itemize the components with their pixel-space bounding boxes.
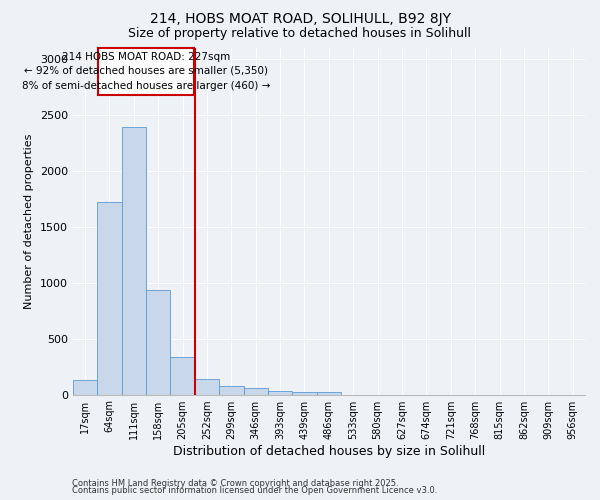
Bar [219,386,244,394]
Text: 214, HOBS MOAT ROAD, SOLIHULL, B92 8JY: 214, HOBS MOAT ROAD, SOLIHULL, B92 8JY [149,12,451,26]
Text: 8% of semi-detached houses are larger (460) →: 8% of semi-detached houses are larger (4… [22,81,270,91]
Bar [73,380,97,394]
Text: Size of property relative to detached houses in Solihull: Size of property relative to detached ho… [128,28,472,40]
Y-axis label: Number of detached properties: Number of detached properties [24,134,34,308]
Bar [268,390,292,394]
Bar [317,392,341,394]
Text: Contains HM Land Registry data © Crown copyright and database right 2025.: Contains HM Land Registry data © Crown c… [72,478,398,488]
Bar [146,290,170,395]
Bar [170,356,195,395]
FancyBboxPatch shape [98,48,194,94]
Text: 214 HOBS MOAT ROAD: 227sqm: 214 HOBS MOAT ROAD: 227sqm [62,52,230,62]
X-axis label: Distribution of detached houses by size in Solihull: Distribution of detached houses by size … [173,444,485,458]
Bar [195,379,219,394]
Bar [292,392,317,394]
Bar [122,127,146,394]
Bar [97,202,122,394]
Text: ← 92% of detached houses are smaller (5,350): ← 92% of detached houses are smaller (5,… [24,66,268,76]
Bar [244,388,268,394]
Text: Contains public sector information licensed under the Open Government Licence v3: Contains public sector information licen… [72,486,437,495]
